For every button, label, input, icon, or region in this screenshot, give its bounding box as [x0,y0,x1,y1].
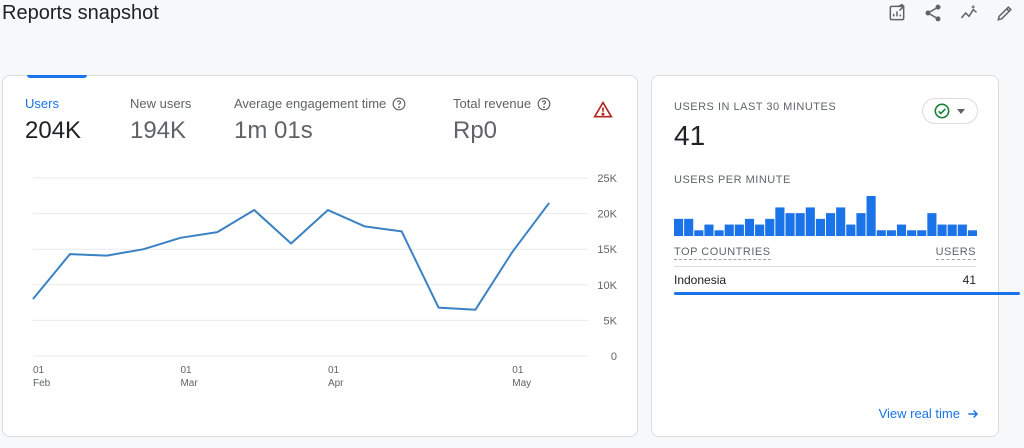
metric-value: 1m 01s [234,117,313,144]
x-tick-month: Feb [33,378,51,389]
arrow-right-icon [968,409,979,418]
check-circle-icon [934,103,950,119]
per-minute-bar[interactable] [765,218,775,236]
per-minute-bar[interactable] [704,224,714,236]
per-minute-bar[interactable] [846,224,856,236]
help-icon[interactable] [392,97,406,111]
country-name: Indonesia [674,273,727,287]
metric-tab-users[interactable]: Users 204K [25,96,81,145]
per-minute-bar[interactable] [856,213,866,236]
share-icon[interactable] [920,0,946,26]
users-header[interactable]: USERS [935,246,976,260]
users-per-minute-label: USERS PER MINUTE [674,174,791,186]
metric-value: Rp0 [453,117,498,144]
metric-tab-new-users[interactable]: New users 194K [130,96,191,145]
x-tick-day: 01 [33,365,45,376]
per-minute-bar[interactable] [896,224,907,236]
y-tick-label: 10K [597,280,617,292]
page-title: Reports snapshot [2,2,159,24]
top-countries-header[interactable]: TOP COUNTRIES [674,246,771,260]
per-minute-bar[interactable] [927,213,937,236]
x-tick-month: Mar [180,378,198,389]
view-real-time-label: View real time [878,406,960,421]
x-tick-month: May [512,378,531,389]
y-tick-label: 15K [597,244,617,256]
per-minute-bar[interactable] [744,218,755,236]
series-line [32,202,550,311]
metric-tab-total-revenue[interactable]: Total revenue Rp0 [453,96,551,145]
per-minute-bar[interactable] [866,196,876,236]
metric-value: 194K [130,117,187,144]
per-minute-bar[interactable] [937,224,947,236]
pencil-icon[interactable] [992,0,1018,26]
per-minute-bar[interactable] [967,230,977,236]
per-minute-bar[interactable] [775,207,785,236]
divider [674,266,976,267]
active-tab-indicator [27,75,87,78]
per-minute-bar[interactable] [795,213,805,236]
metric-label: Total revenue [453,96,551,111]
metric-value: 204K [25,117,82,144]
realtime-title: USERS IN LAST 30 MINUTES [674,101,837,113]
per-minute-bar[interactable] [815,218,825,236]
realtime-card: USERS IN LAST 30 MINUTES 41 USERS PER MI… [651,75,1020,437]
per-minute-bar[interactable] [684,218,694,236]
realtime-count: 41 [674,120,706,151]
per-minute-bar[interactable] [947,224,957,236]
metrics-card: Users 204K New users 194K Average engage… [2,75,638,437]
metric-tab-engagement-time[interactable]: Average engagement time 1m 01s [234,96,406,145]
y-tick-label: 0 [611,351,617,363]
y-tick-label: 5K [604,315,618,327]
per-minute-bar[interactable] [785,213,795,236]
per-minute-bar[interactable] [826,213,836,236]
country-users: 41 [962,273,976,287]
per-minute-bar[interactable] [755,224,765,236]
y-tick-label: 20K [597,209,617,221]
table-row: Indonesia 41 [674,273,976,293]
per-minute-bar[interactable] [694,230,704,236]
y-tick-label: 25K [597,173,617,185]
x-tick-day: 01 [512,365,524,376]
per-minute-bar[interactable] [724,224,734,236]
country-share-bar [674,292,1020,295]
toolbar [884,0,1018,26]
x-tick-month: Apr [328,378,344,389]
users-per-minute-bars [674,196,977,236]
caret-down-icon [957,109,965,114]
per-minute-bar[interactable] [957,224,967,236]
view-real-time-link[interactable]: View real time [879,406,980,421]
metric-label: New users [130,96,192,111]
per-minute-bar[interactable] [876,230,886,236]
per-minute-bar[interactable] [907,230,917,236]
x-tick-day: 01 [180,365,192,376]
per-minute-bar[interactable] [734,224,744,236]
warning-icon[interactable] [593,100,613,120]
help-icon[interactable] [537,97,551,111]
metric-label: Users [25,96,59,111]
edit-report-icon[interactable] [884,0,910,26]
per-minute-bar[interactable] [917,230,927,236]
per-minute-bar[interactable] [714,230,724,236]
per-minute-bar[interactable] [674,218,684,236]
per-minute-bar[interactable] [836,207,846,236]
x-tick-day: 01 [328,365,340,376]
per-minute-bar[interactable] [805,207,815,236]
per-minute-bar[interactable] [886,230,896,236]
metric-label: Average engagement time [234,96,406,111]
users-line-chart: 0 5K 10K 15K 20K 25K 01 Feb 01 Mar 01 Apr 01 May [32,173,618,389]
realtime-status-dropdown[interactable] [922,98,978,124]
insights-icon[interactable] [956,0,982,26]
